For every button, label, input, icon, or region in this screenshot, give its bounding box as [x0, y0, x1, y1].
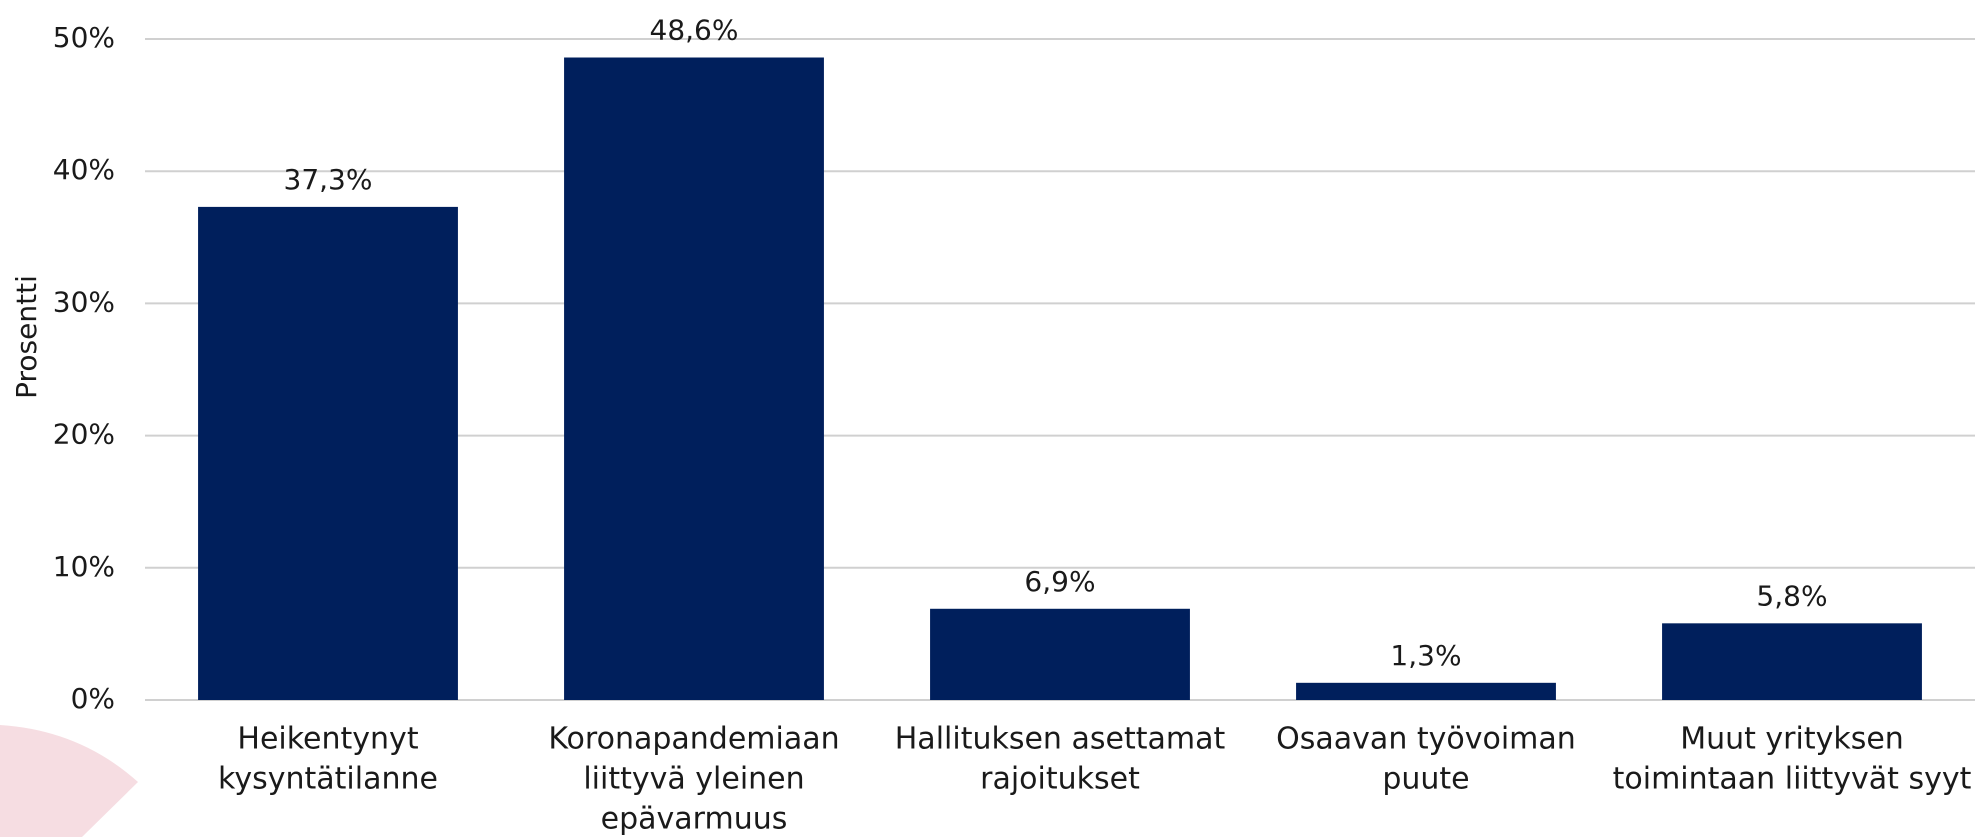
y-axis-label: Prosentti [10, 275, 43, 399]
y-tick-label: 0% [71, 682, 115, 715]
x-tick-label: kysyntätilanne [218, 762, 438, 797]
value-label: 5,8% [1756, 579, 1827, 612]
bar [930, 608, 1190, 700]
y-tick-label: 10% [53, 550, 115, 583]
x-tick-label: Heikentynyt [237, 722, 418, 757]
x-tick-label: epävarmuus [601, 802, 788, 837]
bar [198, 206, 458, 701]
x-tick-label: Osaavan työvoiman [1276, 722, 1576, 757]
x-tick-label: toimintaan liittyvät syyt [1613, 762, 1972, 797]
x-tick-label: rajoitukset [980, 762, 1140, 797]
bar [1296, 682, 1556, 700]
y-tick-label: 50% [53, 21, 115, 54]
bar [1662, 623, 1922, 700]
x-tick-label: Hallituksen asettamat [895, 722, 1226, 757]
x-tick-label: puute [1382, 762, 1469, 797]
x-tick-label: Koronapandemiaan [548, 722, 839, 757]
value-label: 37,3% [284, 163, 373, 196]
y-tick-label: 20% [53, 418, 115, 451]
y-tick-label: 40% [53, 153, 115, 186]
y-tick-label: 30% [53, 285, 115, 318]
value-label: 6,9% [1024, 565, 1095, 598]
x-tick-label: Muut yrityksen [1680, 722, 1904, 757]
bar [564, 57, 824, 701]
x-tick-label: liittyvä yleinen [583, 762, 804, 797]
value-label: 1,3% [1390, 639, 1461, 672]
value-label: 48,6% [650, 14, 739, 47]
decoration [0, 725, 138, 837]
